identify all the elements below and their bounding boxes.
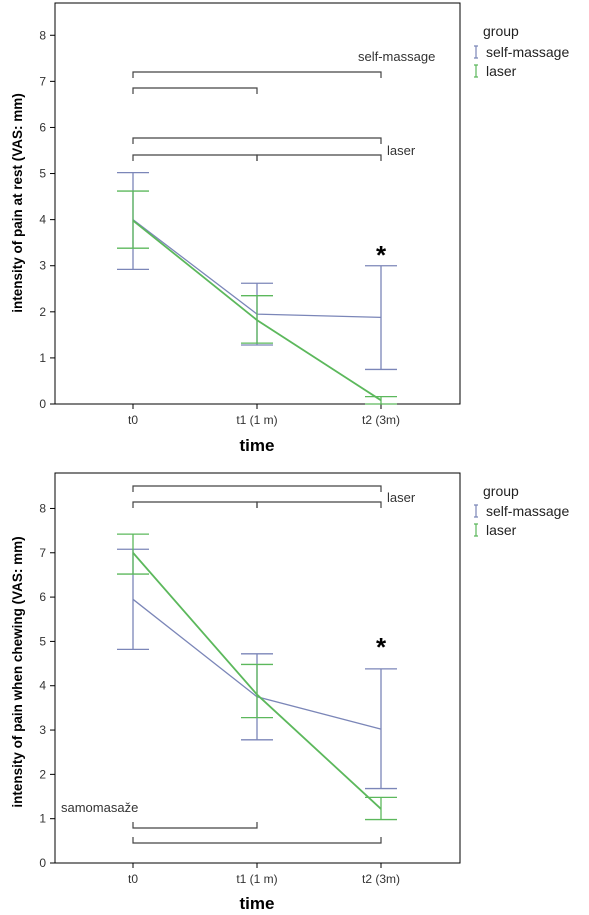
y-tick-label: 6 bbox=[39, 120, 46, 134]
legend-title: group bbox=[483, 483, 519, 499]
legend-marker-self-massage bbox=[474, 45, 478, 59]
significance-bracket bbox=[132, 822, 258, 829]
y-tick-label: 7 bbox=[39, 546, 46, 560]
significance-bracket bbox=[132, 501, 258, 508]
significance-bracket bbox=[256, 154, 382, 161]
legend-marker-laser bbox=[474, 64, 478, 78]
y-tick-label: 1 bbox=[39, 812, 46, 826]
series-line-laser bbox=[132, 552, 382, 810]
significance-bracket bbox=[132, 154, 258, 161]
legend-label-self-massage: self-massage bbox=[486, 44, 569, 60]
y-tick-label: 7 bbox=[39, 74, 46, 88]
legend-title: group bbox=[483, 23, 519, 39]
y-tick-label: 3 bbox=[39, 723, 46, 737]
legend: group self-massage laser bbox=[474, 483, 569, 538]
significance-bracket bbox=[132, 71, 382, 78]
x-axis-label: time bbox=[240, 894, 275, 913]
y-tick-label: 5 bbox=[39, 634, 46, 648]
y-tick-label: 3 bbox=[39, 259, 46, 273]
chart-chewing: 0 1 2 3 4 5 6 7 8 t0 t1 (1 m) t2 (3m) intensity of… bbox=[10, 472, 569, 913]
x-tick-label: t1 (1 m) bbox=[236, 413, 277, 427]
legend: group self-massage laser bbox=[474, 23, 569, 79]
significance-bracket bbox=[132, 837, 382, 844]
y-tick-label: 1 bbox=[39, 351, 46, 365]
y-tick-label: 6 bbox=[39, 590, 46, 604]
x-tick-label: t2 (3m) bbox=[362, 872, 400, 886]
series-line-laser bbox=[132, 219, 382, 402]
significance-brackets bbox=[132, 485, 382, 844]
legend-marker-self-massage bbox=[474, 504, 478, 518]
series-layer bbox=[117, 171, 397, 405]
y-tick-label: 4 bbox=[39, 679, 46, 693]
significance-star: * bbox=[376, 632, 387, 662]
series-layer bbox=[117, 533, 397, 821]
y-axis-label: intensity of pain when chewing (VAS: mm) bbox=[10, 536, 25, 807]
significance-brackets bbox=[132, 71, 382, 161]
legend-label-laser: laser bbox=[486, 522, 517, 538]
y-tick-label: 8 bbox=[39, 28, 46, 42]
legend-item-laser: laser bbox=[474, 63, 517, 79]
legend-label-self-massage: self-massage bbox=[486, 503, 569, 519]
x-tick-label: t0 bbox=[128, 872, 138, 886]
x-tick-label: t1 (1 m) bbox=[236, 872, 277, 886]
bracket-label-laser: laser bbox=[387, 143, 416, 158]
y-tick-label: 2 bbox=[39, 767, 46, 781]
legend-item-self-massage: self-massage bbox=[474, 44, 569, 60]
y-tick-label: 8 bbox=[39, 501, 46, 515]
x-axis: t0 t1 (1 m) t2 (3m) bbox=[128, 404, 400, 427]
bracket-label-samomasaze: samomasaže bbox=[61, 800, 138, 815]
significance-bracket bbox=[132, 87, 258, 94]
significance-bracket bbox=[256, 501, 382, 508]
bracket-label-self-massage: self-massage bbox=[358, 49, 435, 64]
x-tick-label: t2 (3m) bbox=[362, 413, 400, 427]
y-tick-label: 0 bbox=[39, 856, 46, 870]
significance-star: * bbox=[376, 240, 387, 270]
y-tick-label: 2 bbox=[39, 305, 46, 319]
bracket-label-laser: laser bbox=[387, 490, 416, 505]
y-tick-label: 5 bbox=[39, 167, 46, 181]
legend-marker-laser bbox=[474, 523, 478, 537]
y-tick-label: 4 bbox=[39, 213, 46, 227]
significance-bracket bbox=[132, 485, 382, 492]
chart-rest: 0 1 2 3 4 5 6 7 8 t0 t1 (1 m) t2 (3m) intensity of… bbox=[10, 2, 569, 455]
y-axis-label: intensity of pain at rest (VAS: mm) bbox=[10, 93, 25, 313]
y-tick-label: 0 bbox=[39, 397, 46, 411]
significance-bracket bbox=[132, 137, 382, 144]
y-axis: 0 1 2 3 4 5 6 7 8 bbox=[39, 501, 55, 870]
legend-label-laser: laser bbox=[486, 63, 517, 79]
x-axis: t0 t1 (1 m) t2 (3m) bbox=[128, 863, 400, 886]
legend-item-laser: laser bbox=[474, 522, 517, 538]
legend-item-self-massage: self-massage bbox=[474, 503, 569, 519]
y-axis: 0 1 2 3 4 5 6 7 8 bbox=[39, 28, 55, 411]
x-tick-label: t0 bbox=[128, 413, 138, 427]
x-axis-label: time bbox=[240, 436, 275, 455]
